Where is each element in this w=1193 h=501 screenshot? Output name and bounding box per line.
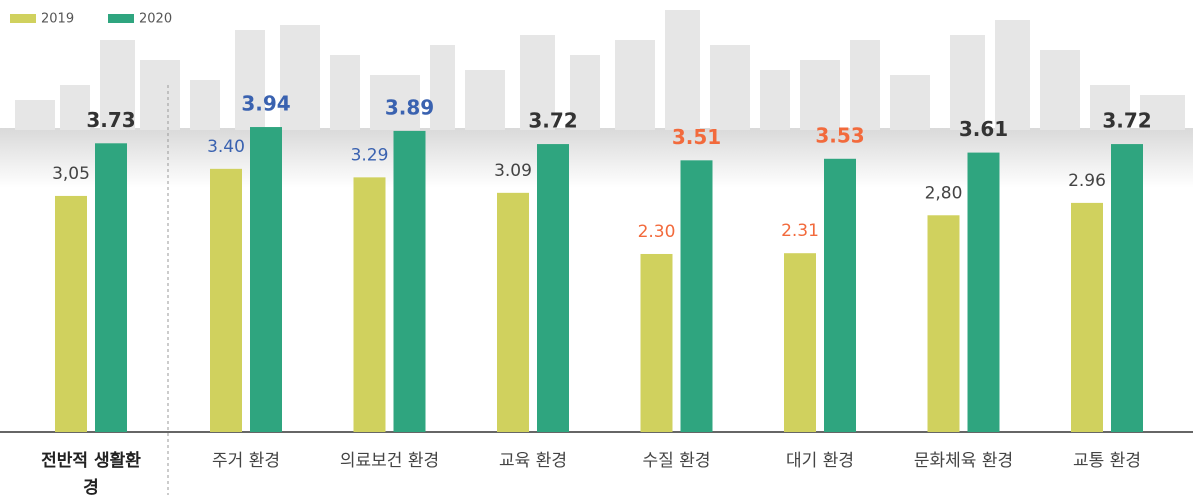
value-label: 3.61 [959, 117, 1008, 141]
value-label: 2.96 [1068, 171, 1106, 191]
value-label: 3.94 [241, 92, 290, 116]
x-tick-label: 의료보건 환경 [325, 448, 455, 475]
value-label: 3.29 [351, 145, 389, 165]
bar [354, 177, 386, 432]
bar [784, 253, 816, 432]
value-label: 3.72 [1102, 109, 1151, 133]
value-label: 3.09 [494, 161, 532, 181]
x-tick-label: 대기 환경 [755, 448, 885, 475]
x-tick-label: 교육 환경 [468, 448, 598, 475]
value-label: 2,80 [925, 183, 963, 203]
value-label: 3.72 [528, 109, 577, 133]
value-label: 2.31 [781, 221, 819, 241]
bar [394, 131, 426, 432]
chart: 2019 2020 3,05 3.73 3.40 3.94 3.29 3.89 3.09 3.72… [0, 0, 1193, 501]
value-label: 2.30 [638, 222, 676, 242]
chart-page: 2019 2020 3,05 3.73 3.40 3.94 3.29 3.89 3.09 3.72… [0, 0, 1193, 501]
bar [641, 254, 673, 432]
legend-label: 2019 [41, 12, 74, 27]
legend-label: 2020 [139, 12, 172, 27]
legend-swatch [108, 14, 134, 23]
value-label: 3,05 [52, 164, 90, 184]
value-label: 3.89 [385, 95, 434, 119]
skyline [0, 10, 1193, 188]
value-label: 3.53 [815, 123, 864, 147]
bar [968, 153, 1000, 432]
bar [1111, 144, 1143, 432]
bar [1071, 203, 1103, 432]
bar [928, 215, 960, 432]
bar [55, 196, 87, 432]
bar [250, 127, 282, 432]
value-label: 3.51 [672, 125, 721, 149]
bar [537, 144, 569, 432]
legend-swatch [10, 14, 36, 23]
value-label: 3.73 [86, 108, 135, 132]
x-tick-label: 주거 환경 [181, 448, 311, 475]
x-tick-label: 교통 환경 [1042, 448, 1172, 475]
bar [210, 169, 242, 432]
bar [497, 193, 529, 432]
bar [95, 143, 127, 432]
x-tick-label: 수질 환경 [612, 448, 742, 475]
value-label: 3.40 [207, 137, 245, 157]
bar [824, 159, 856, 432]
x-tick-label: 전반적 생활환경 [36, 448, 146, 501]
x-tick-label: 문화체육 환경 [899, 448, 1029, 475]
bar [681, 160, 713, 432]
